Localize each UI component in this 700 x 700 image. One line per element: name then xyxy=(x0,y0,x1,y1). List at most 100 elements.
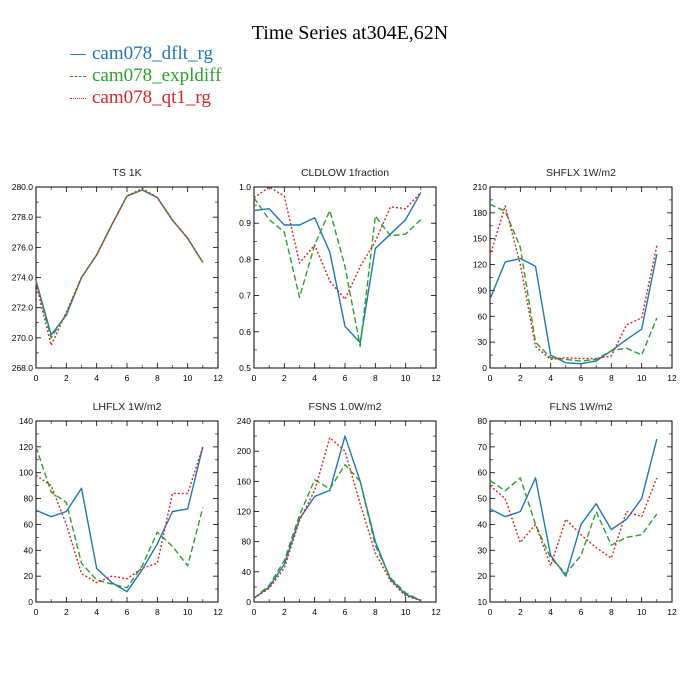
panel-frame xyxy=(489,420,673,603)
panel-title: CLDLOW 1fraction xyxy=(301,167,389,179)
series-line-cam078_dflt_rg xyxy=(253,192,422,344)
y-tick-label: 0.7 xyxy=(239,291,251,301)
x-tick-label: 12 xyxy=(213,373,223,383)
legend-item-expldiff: cam078_expldiff xyxy=(70,65,221,87)
series-line-cam078_expldiff xyxy=(253,464,422,602)
x-tick-label: 2 xyxy=(518,607,523,617)
y-tick-label: 278.0 xyxy=(12,212,34,222)
panel-5: FLNS 1W/m2 0 2 4 6 8 10 12 10 20 30 40 50 60 70 80 xyxy=(478,401,677,617)
x-tick-label: 2 xyxy=(282,373,287,383)
series-line-cam078_expldiff xyxy=(35,446,204,589)
x-tick-label: 10 xyxy=(637,607,647,617)
y-tick-label: 40 xyxy=(24,545,34,555)
y-tick-label: 120 xyxy=(237,507,251,517)
x-tick-label: 6 xyxy=(579,373,584,383)
y-tick-label: 20 xyxy=(478,571,488,581)
y-tick-label: 40 xyxy=(242,567,252,577)
y-tick-label: 200 xyxy=(237,446,251,456)
y-tick-label: 80 xyxy=(242,537,252,547)
legend-swatch-icon xyxy=(70,97,86,100)
series-line-cam078_qt1_rg xyxy=(253,186,422,300)
x-tick-label: 6 xyxy=(125,373,130,383)
series-line-cam078_expldiff xyxy=(489,203,658,362)
x-tick-label: 8 xyxy=(155,373,160,383)
panel-frame xyxy=(35,420,219,603)
y-tick-label: 280.0 xyxy=(12,182,34,192)
y-tick-label: 70 xyxy=(478,442,488,452)
series-line-cam078_dflt_rg xyxy=(489,438,658,577)
y-tick-label: 1.0 xyxy=(239,182,251,192)
y-tick-label: 30 xyxy=(478,545,488,555)
y-tick-label: 0 xyxy=(28,597,33,607)
x-tick-label: 4 xyxy=(312,373,317,383)
x-tick-label: 4 xyxy=(94,607,99,617)
y-tick-label: 120 xyxy=(19,442,33,452)
y-tick-label: 40 xyxy=(478,519,488,529)
y-tick-label: 0.5 xyxy=(239,363,251,373)
x-tick-label: 2 xyxy=(64,373,69,383)
series-line-cam078_qt1_rg xyxy=(35,187,204,347)
y-tick-label: 60 xyxy=(478,468,488,478)
x-tick-label: 8 xyxy=(609,607,614,617)
x-tick-label: 12 xyxy=(667,607,677,617)
panel-title: FLNS 1W/m2 xyxy=(549,401,612,413)
panel-0: TS 1K 0 2 4 6 8 10 12 268.0 270.0 272.0 274.0 276.0 2… xyxy=(12,167,223,383)
y-tick-label: 0.8 xyxy=(239,254,251,264)
y-tick-label: 0 xyxy=(246,597,251,607)
legend-label: cam078_expldiff xyxy=(92,65,222,86)
y-tick-label: 0 xyxy=(482,363,487,373)
panel-frame xyxy=(253,420,437,603)
x-tick-label: 0 xyxy=(34,373,39,383)
x-tick-label: 4 xyxy=(312,607,317,617)
y-tick-label: 50 xyxy=(478,494,488,504)
series-line-cam078_dflt_rg xyxy=(253,435,422,602)
x-tick-label: 4 xyxy=(94,373,99,383)
y-tick-label: 240 xyxy=(237,416,251,426)
series-line-cam078_qt1_rg xyxy=(253,436,422,602)
y-tick-label: 90 xyxy=(478,285,488,295)
x-tick-label: 12 xyxy=(431,373,441,383)
x-tick-label: 10 xyxy=(401,607,411,617)
x-tick-label: 2 xyxy=(518,373,523,383)
y-tick-label: 80 xyxy=(478,416,488,426)
y-tick-label: 276.0 xyxy=(12,242,34,252)
y-tick-label: 0.9 xyxy=(239,218,251,228)
x-tick-label: 6 xyxy=(343,607,348,617)
y-tick-label: 60 xyxy=(24,519,34,529)
panel-1: CLDLOW 1fraction 0 2 4 6 8 10 12 0.5 0.6 0.7 0.8 0.9… xyxy=(239,167,441,383)
y-tick-label: 60 xyxy=(478,311,488,321)
y-tick-label: 10 xyxy=(478,597,488,607)
legend-label: cam078_qt1_rg xyxy=(92,87,211,108)
y-tick-label: 272.0 xyxy=(12,303,34,313)
legend-item-qt1: cam078_qt1_rg xyxy=(70,87,211,109)
x-tick-label: 0 xyxy=(488,607,493,617)
panel-title: TS 1K xyxy=(112,167,141,179)
series-line-cam078_expldiff xyxy=(489,477,658,575)
legend-label: cam078_dflt_rg xyxy=(92,43,214,64)
x-tick-label: 8 xyxy=(373,607,378,617)
y-tick-label: 180 xyxy=(473,208,487,218)
y-tick-label: 268.0 xyxy=(12,363,34,373)
y-tick-label: 120 xyxy=(473,260,487,270)
figure-title: Time Series at304E,62N xyxy=(251,22,449,44)
x-tick-label: 0 xyxy=(34,607,39,617)
series-line-cam078_dflt_rg xyxy=(489,254,658,365)
x-tick-label: 12 xyxy=(431,607,441,617)
y-tick-label: 20 xyxy=(24,571,34,581)
series-line-cam078_qt1_rg xyxy=(35,446,204,584)
y-tick-label: 274.0 xyxy=(12,273,34,283)
x-tick-label: 8 xyxy=(155,607,160,617)
panel-title: FSNS 1.0W/m2 xyxy=(309,401,382,413)
x-tick-label: 10 xyxy=(183,373,193,383)
series-line-cam078_dflt_rg xyxy=(35,446,204,593)
x-tick-label: 4 xyxy=(548,607,553,617)
series-line-cam078_qt1_rg xyxy=(489,477,658,567)
x-tick-label: 0 xyxy=(252,607,257,617)
x-tick-label: 2 xyxy=(282,607,287,617)
x-tick-label: 6 xyxy=(125,607,130,617)
y-tick-label: 80 xyxy=(24,494,34,504)
